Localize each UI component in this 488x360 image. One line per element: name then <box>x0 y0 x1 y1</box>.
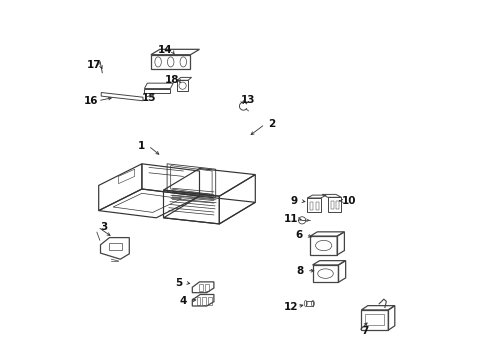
Text: 6: 6 <box>295 230 302 240</box>
Bar <box>202 297 205 305</box>
Text: 1: 1 <box>138 141 145 151</box>
Text: 13: 13 <box>241 95 255 105</box>
Text: 2: 2 <box>267 119 275 129</box>
Bar <box>208 297 211 305</box>
Bar <box>199 284 203 291</box>
Bar <box>310 202 313 210</box>
Bar <box>196 297 200 305</box>
Text: 10: 10 <box>341 196 355 206</box>
Text: 11: 11 <box>283 214 297 224</box>
Bar <box>336 201 339 209</box>
Bar <box>330 201 333 209</box>
Text: 18: 18 <box>165 75 180 85</box>
Text: 14: 14 <box>158 45 172 55</box>
Text: 4: 4 <box>179 296 186 306</box>
Text: 15: 15 <box>142 93 156 103</box>
Text: 16: 16 <box>84 96 99 106</box>
Bar <box>204 284 209 291</box>
Text: 17: 17 <box>86 60 101 70</box>
Bar <box>315 202 318 210</box>
Text: 12: 12 <box>283 302 297 312</box>
Bar <box>305 301 312 306</box>
Text: 3: 3 <box>100 222 107 232</box>
Text: 7: 7 <box>361 326 368 336</box>
Text: 9: 9 <box>290 196 297 206</box>
Text: 8: 8 <box>296 266 304 276</box>
Text: 5: 5 <box>175 278 182 288</box>
